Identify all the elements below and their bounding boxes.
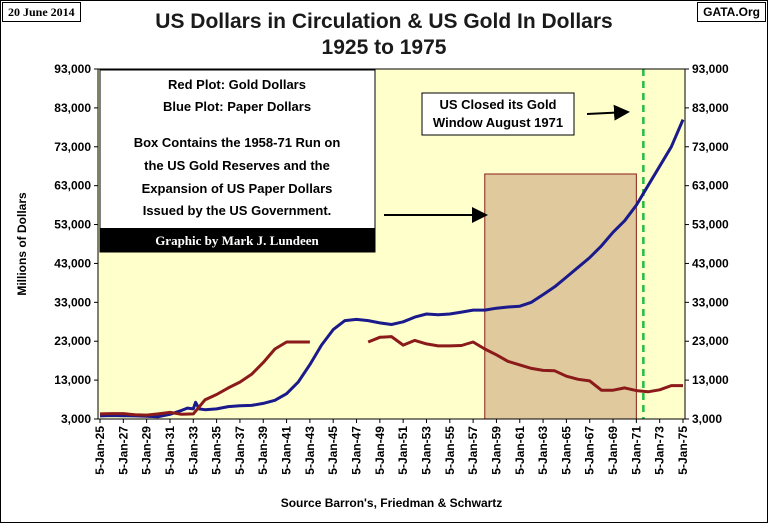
x-tick-label: 5-Jan-25 (93, 426, 107, 475)
legend-box: Red Plot: Gold Dollars Blue Plot: Paper … (99, 69, 376, 253)
y-tick-label-right: 93,000 (692, 62, 729, 76)
red-series-line-0 (99, 340, 310, 417)
x-tick-label: 5-Jan-57 (466, 426, 480, 475)
x-tick-label: 5-Jan-31 (163, 426, 177, 475)
plot-border (97, 68, 686, 420)
x-tick-label: 5-Jan-45 (326, 426, 340, 475)
legend-box-text-3: Expansion of US Paper Dollars (142, 181, 333, 196)
chart-title-line2: 1925 to 1975 (321, 36, 447, 59)
x-tick-label: 5-Jan-39 (256, 426, 270, 475)
y-tick-label-left: 23,000 (54, 334, 91, 348)
x-tick-label: 5-Jan-29 (140, 426, 154, 475)
x-axis-label: Source Barron's, Friedman & Schwartz (281, 496, 503, 510)
legend-box-text-1: Box Contains the 1958-71 Run on (134, 135, 341, 150)
x-tick-label: 5-Jan-33 (186, 426, 200, 475)
y-tick-label-left: 33,000 (54, 295, 91, 309)
x-tick-label: 5-Jan-47 (350, 426, 364, 475)
note-text-2: Window August 1971 (433, 115, 563, 130)
date-label: 20 June 2014 (2, 2, 81, 22)
x-tick-label: 5-Jan-27 (116, 426, 130, 475)
y-axis-label: Millions of Dollars (15, 192, 29, 296)
y-tick-label-right: 83,000 (692, 101, 729, 115)
x-tick-label: 5-Jan-53 (419, 426, 433, 475)
y-tick-label-left: 83,000 (54, 101, 91, 115)
x-tick-label: 5-Jan-59 (489, 426, 503, 475)
y-tick-label-right: 63,000 (692, 179, 729, 193)
x-tick-label: 5-Jan-43 (303, 426, 317, 475)
blue-series-line-0 (99, 119, 685, 419)
legend-box-text-2: the US Gold Reserves and the (144, 158, 330, 173)
y-tick-label-left: 93,000 (54, 62, 91, 76)
gold-window-note: US Closed its Gold Window August 1971 (421, 92, 575, 136)
legend-blue-text: Blue Plot: Paper Dollars (163, 99, 311, 114)
legend-red-text: Red Plot: Gold Dollars (168, 77, 306, 92)
x-tick-label: 5-Jan-61 (513, 426, 527, 475)
y-tick-label-right: 3,000 (692, 412, 722, 426)
note-text-1: US Closed its Gold (439, 97, 556, 112)
y-tick-label-right: 73,000 (692, 140, 729, 154)
x-tick-label: 5-Jan-71 (629, 426, 643, 475)
y-tick-label-left: 63,000 (54, 179, 91, 193)
x-tick-label: 5-Jan-63 (536, 426, 550, 475)
credit-text: Graphic by Mark J. Lundeen (155, 233, 319, 248)
y-tick-label-left: 53,000 (54, 218, 91, 232)
x-tick-label: 5-Jan-55 (443, 426, 457, 475)
x-tick-label: 5-Jan-51 (396, 426, 410, 475)
y-tick-label-left: 73,000 (54, 140, 91, 154)
legend-box-text-4: Issued by the US Government. (143, 203, 332, 218)
x-tick-label: 5-Jan-73 (653, 426, 667, 475)
chart-title-line1: US Dollars in Circulation & US Gold In D… (155, 10, 613, 33)
y-tick-label-right: 33,000 (692, 295, 729, 309)
site-label: GATA.Org (697, 2, 766, 22)
x-tick-label: 5-Jan-49 (373, 426, 387, 475)
y-tick-label-right: 23,000 (692, 334, 729, 348)
shaded-box (484, 173, 637, 420)
arrow-to-1971 (586, 104, 630, 121)
x-tick-label: 5-Jan-75 (676, 426, 690, 475)
x-tick-label: 5-Jan-41 (280, 426, 294, 475)
x-tick-label: 5-Jan-65 (559, 426, 573, 475)
y-tick-label-right: 43,000 (692, 256, 729, 270)
y-tick-label-left: 3,000 (61, 412, 91, 426)
red-series-line-1 (367, 335, 683, 394)
y-tick-label-left: 43,000 (54, 256, 91, 270)
x-tick-label: 5-Jan-35 (210, 426, 224, 475)
x-tick-label: 5-Jan-69 (606, 426, 620, 475)
y-tick-label-right: 53,000 (692, 218, 729, 232)
y-tick-label-right: 13,000 (692, 373, 729, 387)
x-tick-label: 5-Jan-37 (233, 426, 247, 475)
x-tick-label: 5-Jan-67 (583, 426, 597, 475)
y-tick-label-left: 13,000 (54, 373, 91, 387)
